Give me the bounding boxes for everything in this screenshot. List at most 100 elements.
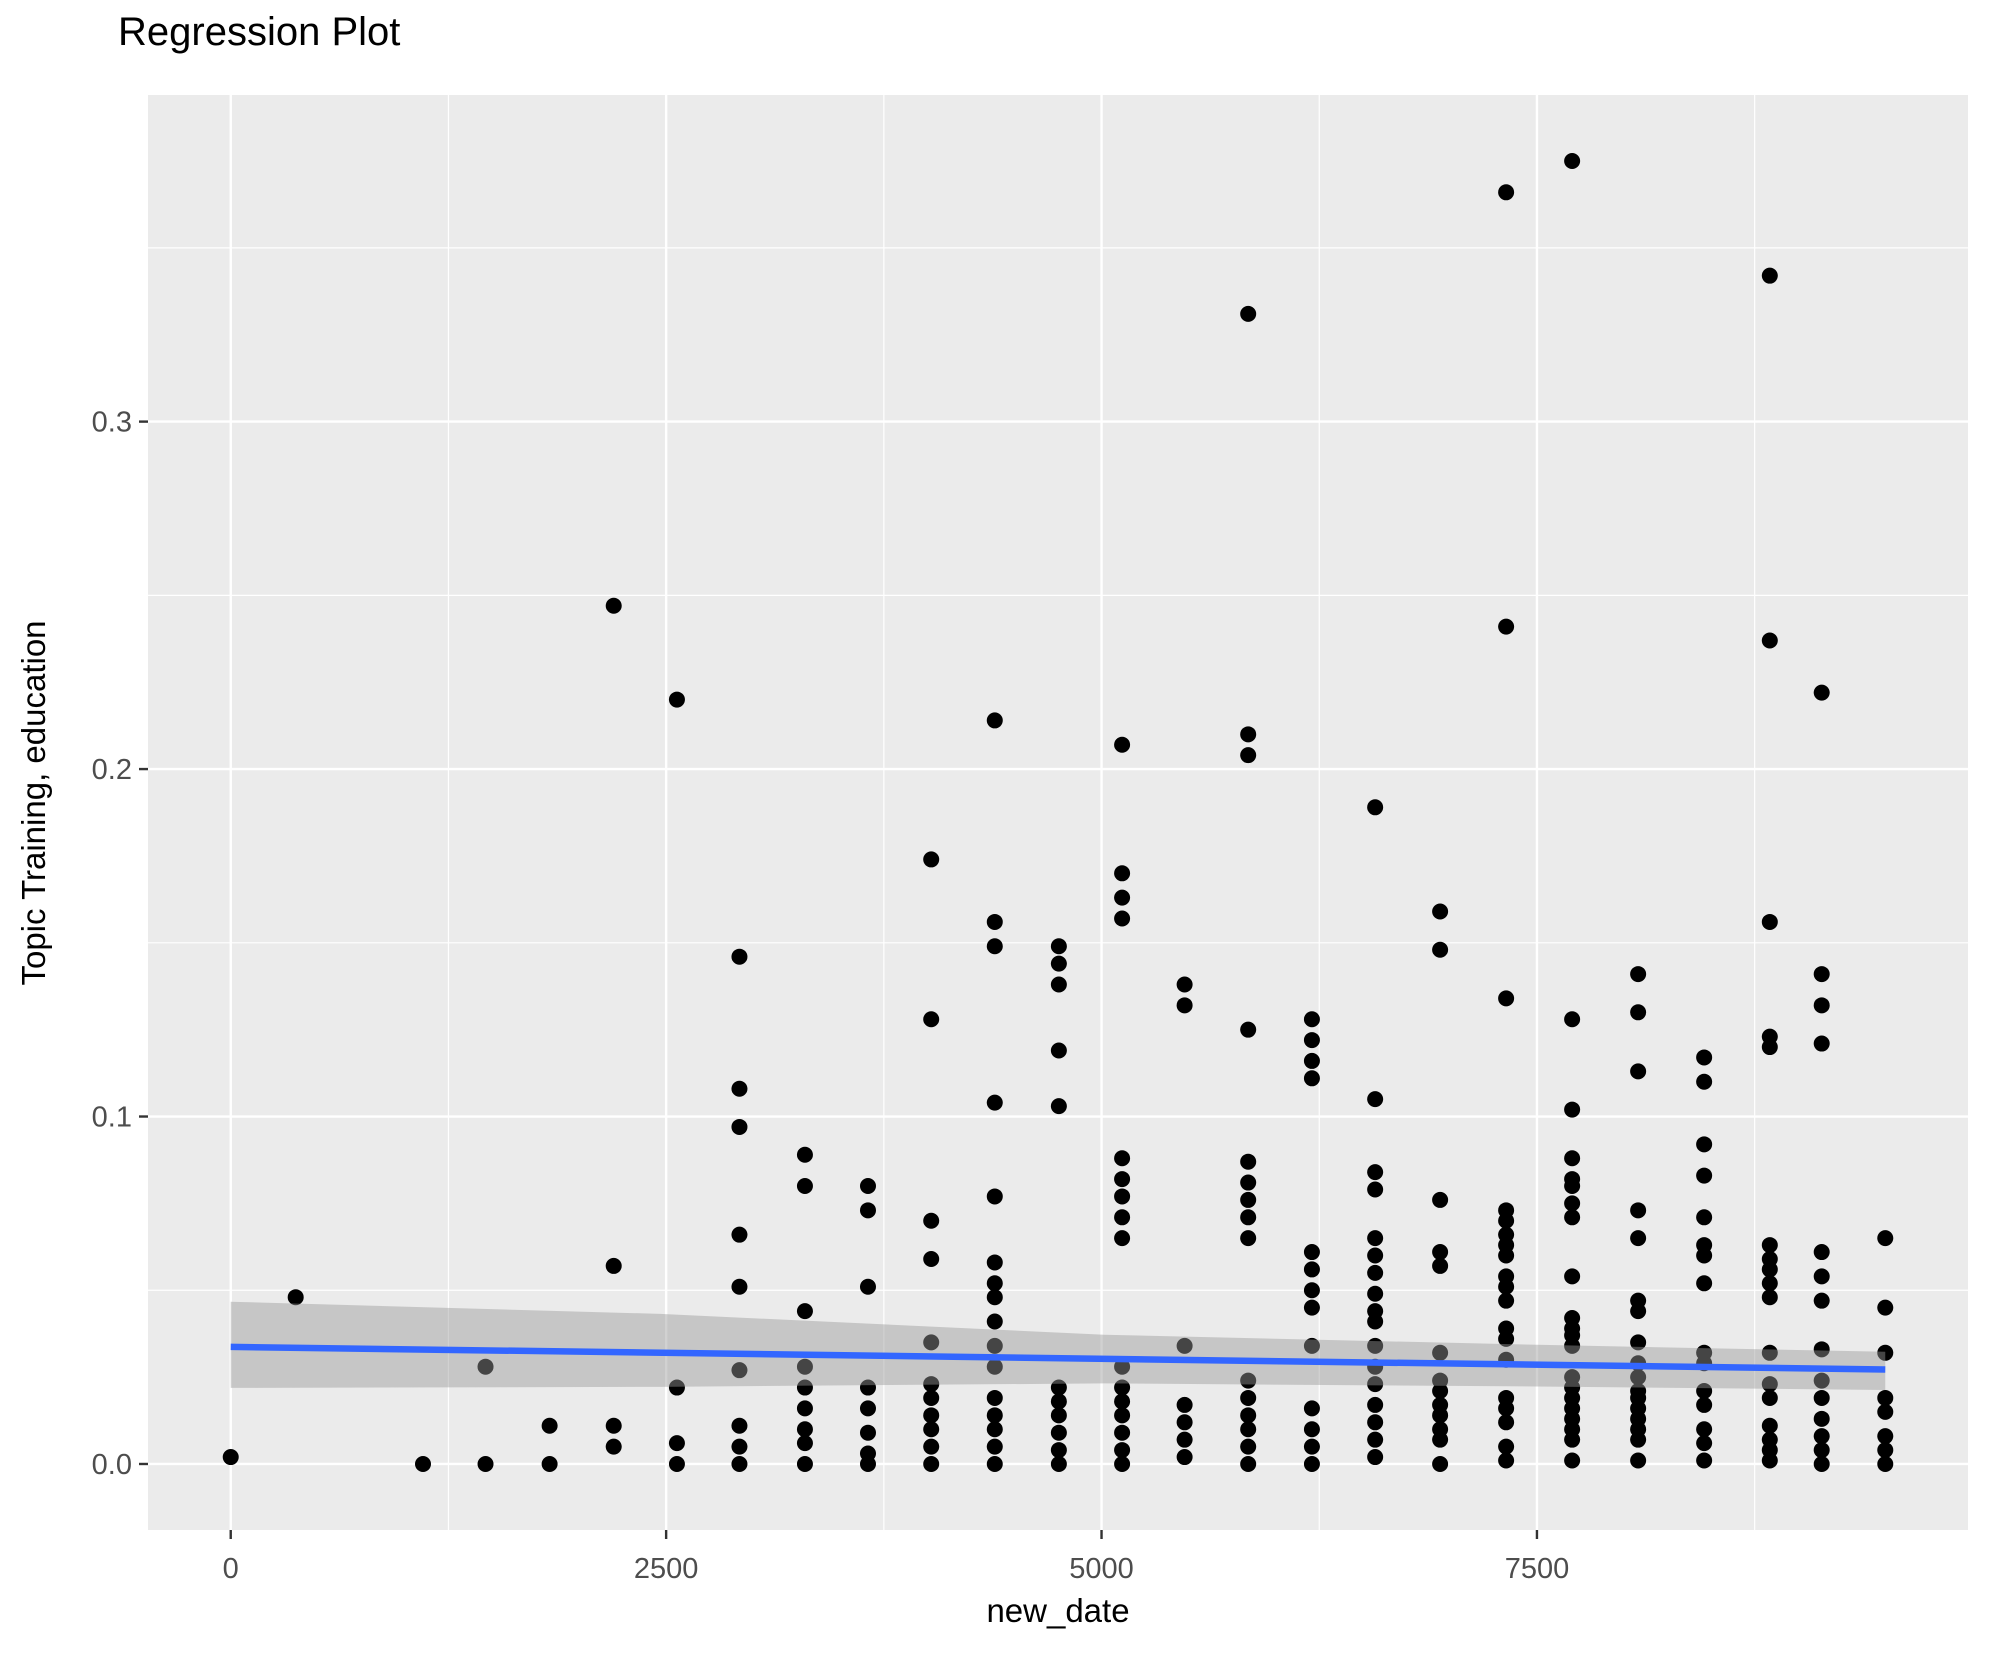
scatter-point	[923, 1011, 940, 1028]
scatter-point	[1050, 1393, 1067, 1410]
scatter-point	[1432, 1431, 1449, 1448]
scatter-point	[1761, 632, 1778, 649]
scatter-point	[1877, 1442, 1894, 1459]
scatter-point	[1564, 1011, 1581, 1028]
scatter-point	[1630, 1369, 1647, 1386]
scatter-point	[1761, 1376, 1778, 1393]
scatter-point	[1564, 1195, 1581, 1212]
scatter-point	[1630, 966, 1647, 983]
scatter-point	[1240, 1372, 1257, 1389]
scatter-point	[1050, 976, 1067, 993]
scatter-point	[923, 1421, 940, 1438]
scatter-point	[1367, 1285, 1384, 1302]
scatter-point	[731, 1278, 748, 1295]
scatter-point	[1696, 1136, 1713, 1153]
scatter-point	[1303, 1070, 1320, 1087]
scatter-point	[605, 597, 622, 614]
scatter-point	[605, 1438, 622, 1455]
scatter-point	[477, 1358, 494, 1375]
scatter-point	[1367, 1247, 1384, 1264]
scatter-point	[731, 948, 748, 965]
scatter-point	[1240, 1407, 1257, 1424]
scatter-point	[1564, 153, 1581, 170]
scatter-point	[1367, 1449, 1384, 1466]
scatter-point	[668, 1455, 685, 1472]
scatter-point	[1240, 1209, 1257, 1226]
scatter-point	[1114, 1171, 1131, 1188]
x-axis-label-text: new_date	[986, 1592, 1130, 1629]
scatter-point	[1367, 1376, 1384, 1393]
scatter-point	[1176, 1396, 1193, 1413]
scatter-point	[986, 913, 1003, 930]
scatter-point	[1114, 1442, 1131, 1459]
scatter-point	[1050, 1407, 1067, 1424]
scatter-point	[1498, 1330, 1515, 1347]
scatter-point	[1240, 305, 1257, 322]
scatter-point	[1176, 1431, 1193, 1448]
scatter-point	[1176, 997, 1193, 1014]
scatter-point	[1696, 1435, 1713, 1452]
scatter-point	[1050, 1455, 1067, 1472]
scatter-point	[986, 1389, 1003, 1406]
scatter-point	[1813, 1410, 1830, 1427]
scatter-point	[287, 1289, 304, 1306]
scatter-point	[1564, 1452, 1581, 1469]
scatter-point	[796, 1178, 813, 1195]
scatter-point	[1813, 1035, 1830, 1052]
scatter-point	[1498, 1278, 1515, 1295]
y-tick-label: 0.0	[92, 1449, 132, 1481]
x-tick-label: 5000	[1069, 1553, 1134, 1585]
scatter-point	[1877, 1455, 1894, 1472]
scatter-point	[986, 1094, 1003, 1111]
scatter-point	[1498, 618, 1515, 635]
scatter-point	[1367, 1091, 1384, 1108]
scatter-point	[731, 1438, 748, 1455]
scatter-point	[1303, 1261, 1320, 1278]
scatter-point	[986, 1455, 1003, 1472]
scatter-point	[796, 1146, 813, 1163]
scatter-point	[1114, 865, 1131, 882]
scatter-point	[986, 1313, 1003, 1330]
scatter-point	[1761, 1275, 1778, 1292]
y-axis-label: Topic Training, education	[15, 620, 52, 986]
scatter-point	[1176, 976, 1193, 993]
scatter-point	[1303, 1032, 1320, 1049]
scatter-point	[1630, 1230, 1647, 1247]
scatter-point	[796, 1421, 813, 1438]
scatter-point	[986, 938, 1003, 955]
scatter-point	[1367, 1181, 1384, 1198]
scatter-point	[1050, 938, 1067, 955]
scatter-point	[1761, 1344, 1778, 1361]
scatter-point	[1050, 1442, 1067, 1459]
scatter-point	[986, 1275, 1003, 1292]
y-tick-label: 0.3	[92, 407, 132, 439]
scatter-point	[731, 1080, 748, 1097]
scatter-point	[1813, 1442, 1830, 1459]
scatter-point	[1114, 736, 1131, 753]
scatter-point	[986, 1358, 1003, 1375]
scatter-point	[1696, 1421, 1713, 1438]
scatter-point	[1176, 1337, 1193, 1354]
scatter-point	[859, 1278, 876, 1295]
scatter-point	[859, 1455, 876, 1472]
scatter-point	[1240, 1438, 1257, 1455]
scatter-point	[1696, 1209, 1713, 1226]
scatter-point	[1050, 1424, 1067, 1441]
scatter-point	[923, 1407, 940, 1424]
scatter-point	[923, 1376, 940, 1393]
scatter-point	[1877, 1389, 1894, 1406]
scatter-point	[1630, 1004, 1647, 1021]
scatter-point	[541, 1455, 558, 1472]
scatter-point	[1498, 1400, 1515, 1417]
scatter-point	[1432, 941, 1449, 958]
scatter-point	[1630, 1452, 1647, 1469]
scatter-point	[859, 1424, 876, 1441]
scatter-point	[1564, 1337, 1581, 1354]
scatter-point	[1303, 1011, 1320, 1028]
scatter-point	[1498, 1292, 1515, 1309]
scatter-point	[1630, 1063, 1647, 1080]
scatter-point	[1303, 1052, 1320, 1069]
scatter-point	[859, 1379, 876, 1396]
scatter-point	[1761, 1261, 1778, 1278]
scatter-point	[1240, 726, 1257, 743]
